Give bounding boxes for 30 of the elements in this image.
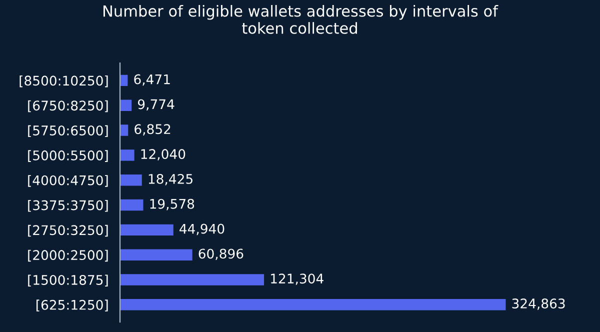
data-label: 60,896: [198, 248, 244, 260]
y-tick-label: [6750:8250]: [28, 100, 108, 112]
y-tick-label: [5750:6500]: [28, 125, 108, 138]
data-label: 6,471: [134, 74, 170, 86]
data-label: 6,852: [134, 124, 170, 136]
bar: [120, 249, 192, 260]
y-tick-label: [5000:5500]: [28, 150, 108, 162]
data-label: 19,578: [150, 198, 194, 210]
data-label: 12,040: [141, 149, 186, 160]
bar: [120, 224, 174, 236]
y-tick-label: [2750:3250]: [28, 224, 108, 237]
bar: [120, 150, 134, 161]
data-label: 18,425: [148, 174, 192, 186]
bar: [120, 299, 506, 310]
y-tick-label: [2000:2500]: [28, 250, 108, 262]
y-tick-label: [4000:4750]: [28, 175, 108, 187]
data-label: 324,863: [512, 298, 565, 310]
chart-title: Number of eligible wallets addresses by intervals of token collected: [103, 4, 498, 34]
bar: [120, 174, 142, 186]
data-label: 121,304: [271, 274, 324, 285]
y-tick-label: [8500:10250]: [20, 75, 108, 88]
y-tick-label: [625:1250]: [36, 300, 108, 312]
y-tick-label: [3375:3750]: [28, 200, 108, 212]
y-tick-label: [1500:1875]: [28, 274, 108, 287]
data-label: 9,774: [138, 99, 174, 111]
bar: [120, 124, 128, 136]
bar: [120, 199, 144, 211]
data-label: 44,940: [180, 224, 224, 236]
bar: [120, 274, 264, 286]
bar: [120, 100, 132, 111]
